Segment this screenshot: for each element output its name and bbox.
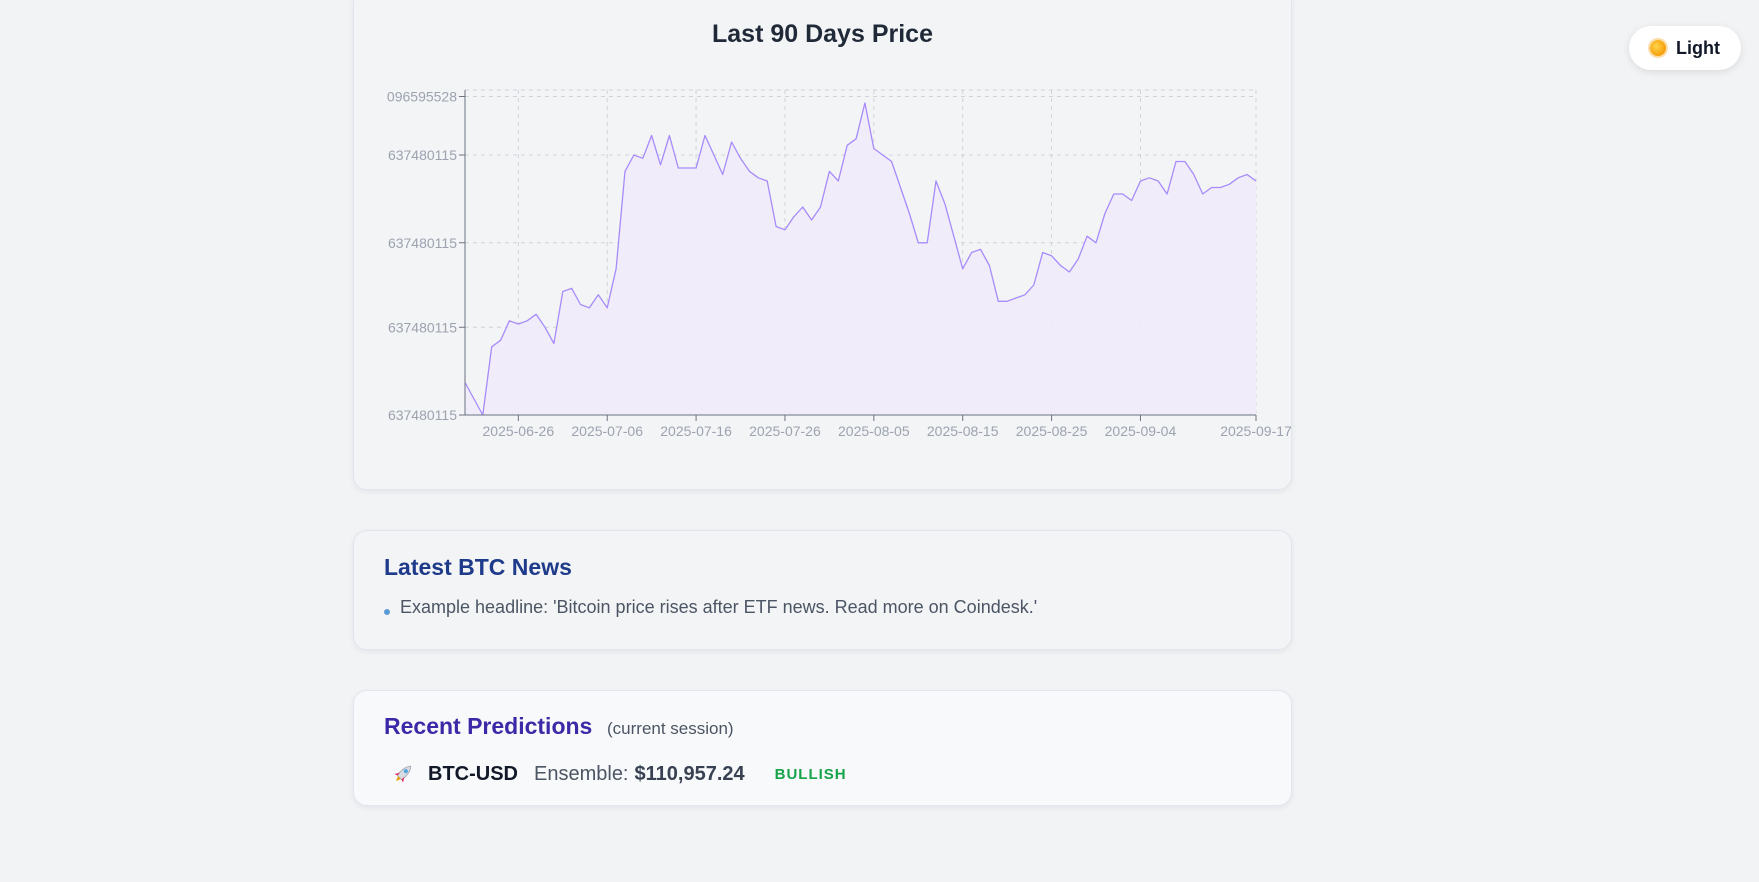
- news-title: Latest BTC News: [384, 554, 572, 580]
- prediction-label: Ensemble:: [534, 762, 629, 785]
- theme-toggle-label: Light: [1676, 37, 1720, 58]
- y-tick-label: 637480115: [388, 147, 457, 163]
- y-tick-label: 637480115: [388, 319, 457, 335]
- price-area: [465, 103, 1256, 415]
- price-chart-card: Last 90 Days Price 096595528 637480115 637…: [353, 0, 1292, 490]
- x-tick-label: 2025-07-26: [749, 423, 821, 439]
- prediction-value: $110,957.24: [634, 762, 745, 785]
- prediction-row: BTC-USD Ensemble: $110,957.24 BULLISH: [390, 759, 847, 789]
- y-tick-label: 637480115: [388, 407, 457, 423]
- x-tick-label: 2025-07-06: [571, 423, 643, 439]
- x-tick-label: 2025-08-15: [927, 423, 999, 439]
- news-list: Example headline: 'Bitcoin price rises a…: [384, 597, 1037, 618]
- y-tick-label: 637480115: [388, 235, 457, 251]
- theme-toggle-button[interactable]: Light: [1629, 26, 1741, 70]
- x-tick-label: 2025-09-04: [1105, 423, 1177, 439]
- price-line: [464, 102, 1257, 416]
- predictions-title: Recent Predictions: [384, 713, 593, 739]
- news-card: Latest BTC News Example headline: 'Bitco…: [353, 530, 1292, 650]
- predictions-card: Recent Predictions (current session) BTC…: [353, 690, 1292, 806]
- x-tick-label: 2025-09-17: [1220, 423, 1292, 439]
- x-tick-label: 2025-07-16: [660, 423, 732, 439]
- price-chart: 096595528 637480115 637480115 637480115 6374…: [387, 89, 1292, 440]
- prediction-signal: BULLISH: [774, 765, 847, 783]
- chart-title: Last 90 Days Price: [712, 20, 933, 48]
- x-tick-label: 2025-06-26: [483, 423, 555, 439]
- bullet-icon: [384, 608, 390, 615]
- y-tick-label: 096595528: [387, 89, 457, 105]
- predictions-subtitle: (current session): [607, 719, 734, 738]
- x-tick-label: 2025-08-05: [838, 423, 910, 439]
- prediction-ticker: BTC-USD: [428, 762, 518, 785]
- rocket-icon: [394, 765, 412, 783]
- news-headline: Example headline: 'Bitcoin price rises a…: [400, 597, 1038, 617]
- sun-icon: [1650, 40, 1666, 56]
- news-item: Example headline: 'Bitcoin price rises a…: [384, 597, 1037, 618]
- x-tick-label: 2025-08-25: [1016, 423, 1088, 439]
